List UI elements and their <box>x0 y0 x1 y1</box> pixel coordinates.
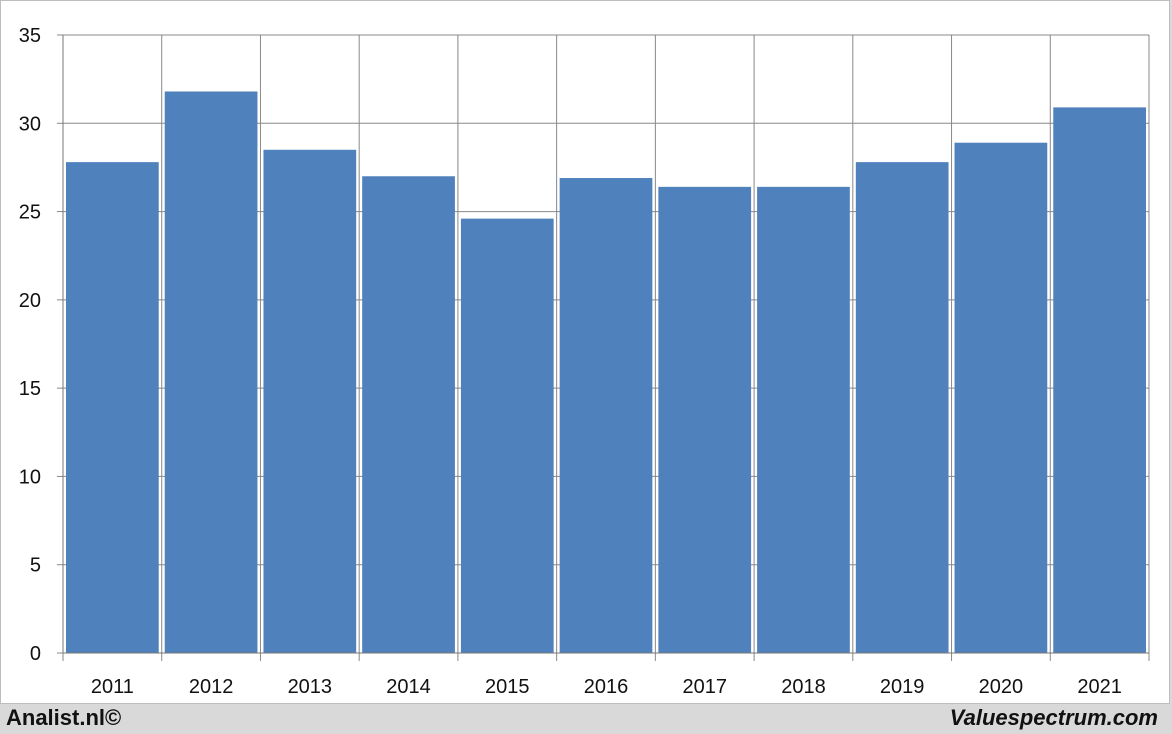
bar-2018 <box>757 186 850 653</box>
x-tick-label: 2013 <box>288 676 333 698</box>
bar-chart: 0 5 10 15 20 25 30 35 2011 2012 2013 2014 2015 2016 20… <box>19 25 1150 698</box>
y-tick-label: 5 <box>30 555 41 577</box>
bar-2016 <box>559 178 653 653</box>
y-tick-label: 35 <box>19 25 41 47</box>
x-tick-label: 2018 <box>781 676 826 698</box>
x-tick-label: 2012 <box>189 676 234 698</box>
bar-2015 <box>460 218 554 654</box>
label-layer: 0 5 10 15 20 25 30 35 2011 2012 2013 2014 2015 2016 20… <box>19 25 1122 698</box>
x-tick-label: 2016 <box>584 676 629 698</box>
bar-2017 <box>658 186 752 653</box>
bar-2020 <box>954 142 1048 654</box>
chart-frame: 0 5 10 15 20 25 30 35 2011 2012 2013 2014 2015 2016 20… <box>0 0 1170 704</box>
footer-source-right: Valuespectrum.com <box>949 705 1158 730</box>
bar-2013 <box>263 149 357 653</box>
bar-2019 <box>855 162 949 654</box>
x-tick-label: 2014 <box>386 676 431 698</box>
y-tick-label: 0 <box>30 643 41 665</box>
x-tick-label: 2019 <box>880 676 925 698</box>
y-tick-label: 30 <box>19 113 41 135</box>
bar-2012 <box>164 91 258 653</box>
x-tick-label: 2021 <box>1077 676 1122 698</box>
y-tick-label: 10 <box>19 466 41 488</box>
footer-source-left: Analist.nl© <box>6 705 122 730</box>
bar-2021 <box>1053 107 1146 653</box>
x-tick-label: 2015 <box>485 676 530 698</box>
y-tick-label: 25 <box>19 202 41 224</box>
y-tick-label: 15 <box>19 378 41 400</box>
x-tick-label: 2011 <box>91 676 134 698</box>
y-tick-label: 20 <box>19 290 41 312</box>
bar-2014 <box>362 176 455 653</box>
axis-layer <box>57 34 1150 661</box>
x-tick-label: 2020 <box>979 676 1024 698</box>
bar-layer <box>66 91 1146 654</box>
bar-2011 <box>66 162 159 654</box>
x-tick-label: 2017 <box>682 676 727 698</box>
